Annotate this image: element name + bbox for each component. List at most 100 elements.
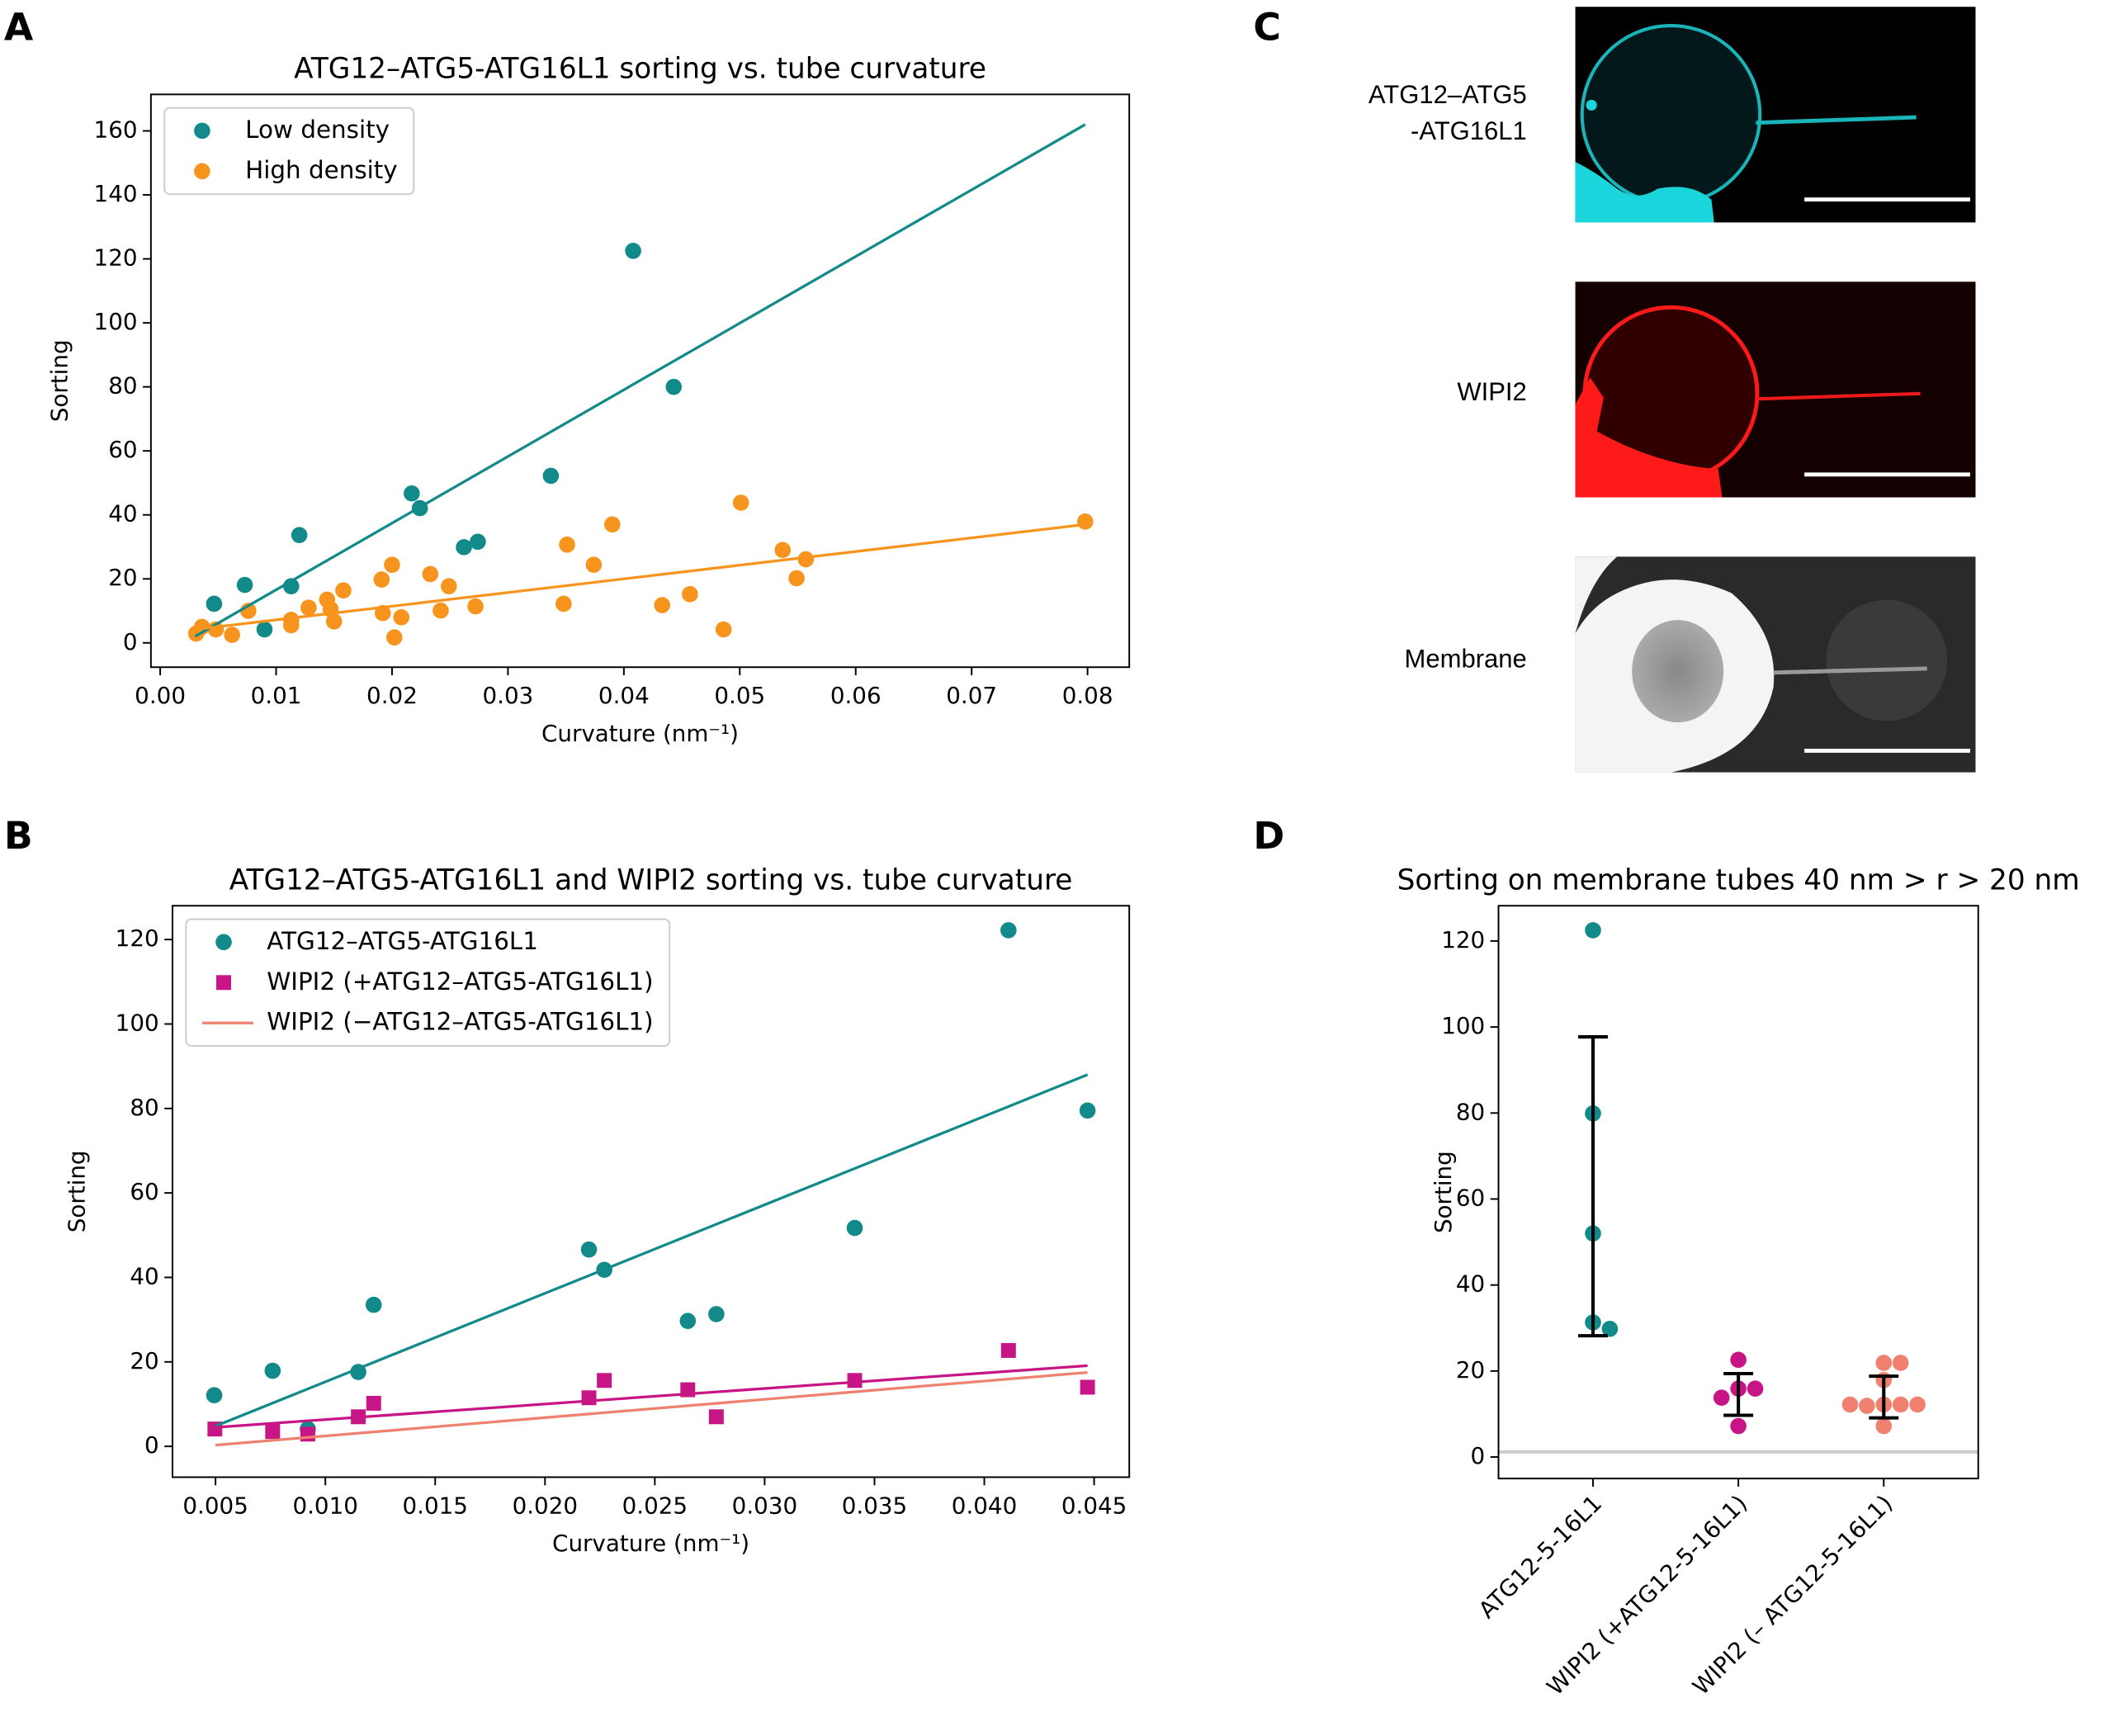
- y-tick-label: 60: [108, 436, 137, 463]
- marker-dot: [788, 570, 805, 587]
- spot: [1586, 99, 1597, 111]
- tube: [1756, 115, 1917, 125]
- fit-line: [215, 1370, 1088, 1447]
- marker-dot: [1859, 1398, 1875, 1414]
- y-axis-label: Sorting: [1430, 1151, 1457, 1233]
- x-tick-label: 0.020: [513, 1492, 578, 1519]
- marker-dot: [1079, 1102, 1096, 1119]
- legend-label: Low density: [245, 116, 390, 144]
- plot-frame: [172, 905, 1131, 1478]
- marker-square: [708, 1409, 724, 1425]
- marker-dot: [715, 621, 732, 638]
- marker-dot: [774, 542, 792, 559]
- marker-dot: [194, 122, 210, 140]
- y-tick-label: 120: [116, 925, 159, 952]
- y-tick-label: 20: [1456, 1356, 1485, 1384]
- x-tick-label: 0.06: [830, 682, 882, 709]
- y-tick-label: 20: [108, 564, 137, 591]
- haze: [1826, 599, 1948, 721]
- image-label: Membrane: [1405, 644, 1527, 673]
- marker-dot: [1713, 1389, 1730, 1406]
- marker-dot: [206, 1387, 223, 1403]
- marker-dot: [665, 378, 683, 395]
- y-axis-label: Sorting: [45, 339, 73, 422]
- plot-frame: [149, 93, 1131, 669]
- y-tick-label: 120: [1441, 926, 1485, 953]
- x-tick-label: 0.02: [366, 682, 418, 709]
- marker-dot: [654, 597, 670, 613]
- marker-dot: [422, 565, 439, 583]
- marker-dot: [732, 494, 749, 511]
- legend-label: ATG12–ATG5-ATG16L1: [267, 927, 538, 955]
- marker-dot: [404, 485, 420, 502]
- marker-dot: [385, 629, 403, 646]
- y-tick-label: 40: [108, 500, 137, 527]
- x-tick-label: 0.015: [403, 1492, 468, 1519]
- marker-square: [581, 1390, 597, 1406]
- marker-dot: [708, 1306, 725, 1322]
- marker-dot: [433, 602, 449, 619]
- marker-dot: [384, 556, 400, 573]
- legend-label: WIPI2 (+ATG12–ATG5-ATG16L1): [267, 967, 653, 996]
- image-label: WIPI2: [1457, 377, 1526, 406]
- y-tick-label: 40: [1456, 1270, 1485, 1298]
- marker-square: [597, 1373, 612, 1388]
- marker-dot: [625, 243, 641, 259]
- marker-dot: [1875, 1417, 1893, 1435]
- legend: Low density High density: [163, 106, 415, 196]
- marker-dot: [682, 586, 698, 603]
- panel-label: D: [1253, 814, 1284, 858]
- marker-dot: [206, 595, 223, 613]
- plot-frame: [1497, 905, 1979, 1480]
- marker-dot: [1892, 1396, 1909, 1413]
- marker-dot: [585, 556, 603, 573]
- marker-dot: [215, 934, 232, 951]
- marker-dot: [224, 627, 240, 643]
- blob: [1575, 377, 1723, 498]
- blob: [1575, 161, 1714, 223]
- marker-dot: [373, 571, 390, 588]
- y-tick-label: 100: [116, 1009, 159, 1036]
- y-tick-label: 0: [123, 628, 138, 655]
- y-tick-label: 140: [94, 180, 138, 207]
- x-axis-label: Curvature (nm⁻¹): [552, 1530, 749, 1557]
- marker-dot: [1909, 1396, 1926, 1413]
- marker-dot: [194, 163, 210, 180]
- chart-title: ATG12–ATG5-ATG16L1 sorting vs. tube curv…: [294, 52, 986, 85]
- marker-dot: [470, 533, 486, 551]
- marker-dot: [1601, 1321, 1619, 1337]
- marker-dot: [1875, 1355, 1893, 1371]
- marker-dot: [1077, 513, 1094, 530]
- marker-dot: [846, 1219, 863, 1237]
- x-tick-label: 0.030: [732, 1492, 797, 1519]
- marker-dot: [555, 595, 572, 613]
- y-tick-label: 80: [130, 1094, 158, 1121]
- y-tick-label: 40: [130, 1262, 158, 1289]
- y-tick-label: 80: [1456, 1098, 1485, 1125]
- legend: ATG12–ATG5-ATG16L1 WIPI2 (+ATG12–ATG5-ATG…: [185, 918, 671, 1047]
- y-tick-label: 80: [108, 372, 137, 400]
- marker-dot: [256, 621, 273, 638]
- y-tick-label: 100: [1441, 1012, 1485, 1039]
- marker-dot: [393, 608, 410, 626]
- marker-dot: [365, 1296, 382, 1313]
- x-axis-label: Curvature (nm⁻¹): [541, 720, 739, 747]
- y-tick-label: 160: [94, 116, 138, 144]
- x-tick-label: 0.08: [1062, 682, 1113, 709]
- x-tick-label: 0.00: [135, 682, 186, 709]
- fit-line: [215, 1364, 1088, 1429]
- marker-square: [366, 1395, 381, 1411]
- x-tick-label: 0.05: [714, 682, 765, 709]
- y-tick-label: 0: [1471, 1442, 1486, 1469]
- x-tick-label: 0.040: [952, 1492, 1017, 1519]
- x-tick-label: 0.03: [483, 682, 534, 709]
- marker-square: [847, 1373, 863, 1388]
- panel-label: B: [4, 814, 33, 858]
- image-label: -ATG16L1: [1411, 116, 1527, 145]
- marker-dot: [456, 539, 472, 556]
- y-tick-label: 120: [94, 244, 138, 272]
- y-tick-label: 20: [130, 1347, 158, 1374]
- image-label: ATG12–ATG5: [1368, 80, 1527, 109]
- legend-label: High density: [245, 156, 398, 184]
